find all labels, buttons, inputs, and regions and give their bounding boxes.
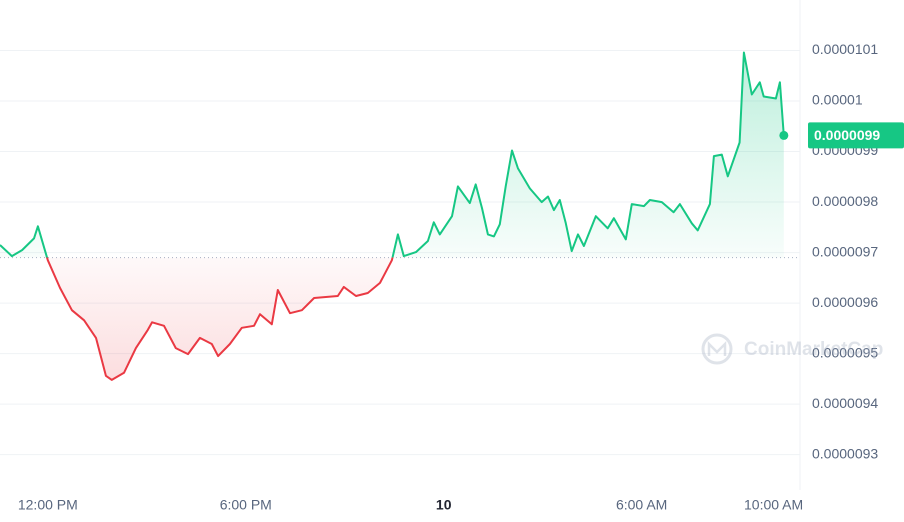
line [0, 51, 785, 381]
price-tag [808, 122, 904, 149]
x-tick-label: 10:00 AM [744, 497, 803, 513]
last-point [779, 130, 789, 140]
watermark-logo [701, 333, 733, 365]
y-tick-label: 0.0000101 [812, 41, 878, 57]
y-tick-label: 0.00001 [812, 92, 863, 108]
area [0, 52, 784, 380]
watermark: CoinMarketCap [701, 333, 883, 365]
x-tick-label: 6:00 PM [220, 497, 272, 513]
watermark-logo-m [707, 340, 727, 356]
watermark-text: CoinMarketCap [744, 339, 883, 360]
y-tick-label: 0.0000093 [812, 445, 878, 461]
y-tick-label: 0.0000096 [812, 294, 878, 310]
y-tick-label: 0.0000098 [812, 193, 878, 209]
x-tick-label: 6:00 AM [616, 497, 667, 513]
y-tick-label: 0.0000097 [812, 243, 878, 259]
price-tag-label: 0.0000099 [814, 127, 880, 143]
x-tick-label: 10 [436, 497, 452, 513]
y-tick-label: 0.0000095 [812, 344, 878, 360]
x-tick-label: 12:00 PM [18, 497, 78, 513]
y-tick-label: 0.0000094 [812, 395, 878, 411]
